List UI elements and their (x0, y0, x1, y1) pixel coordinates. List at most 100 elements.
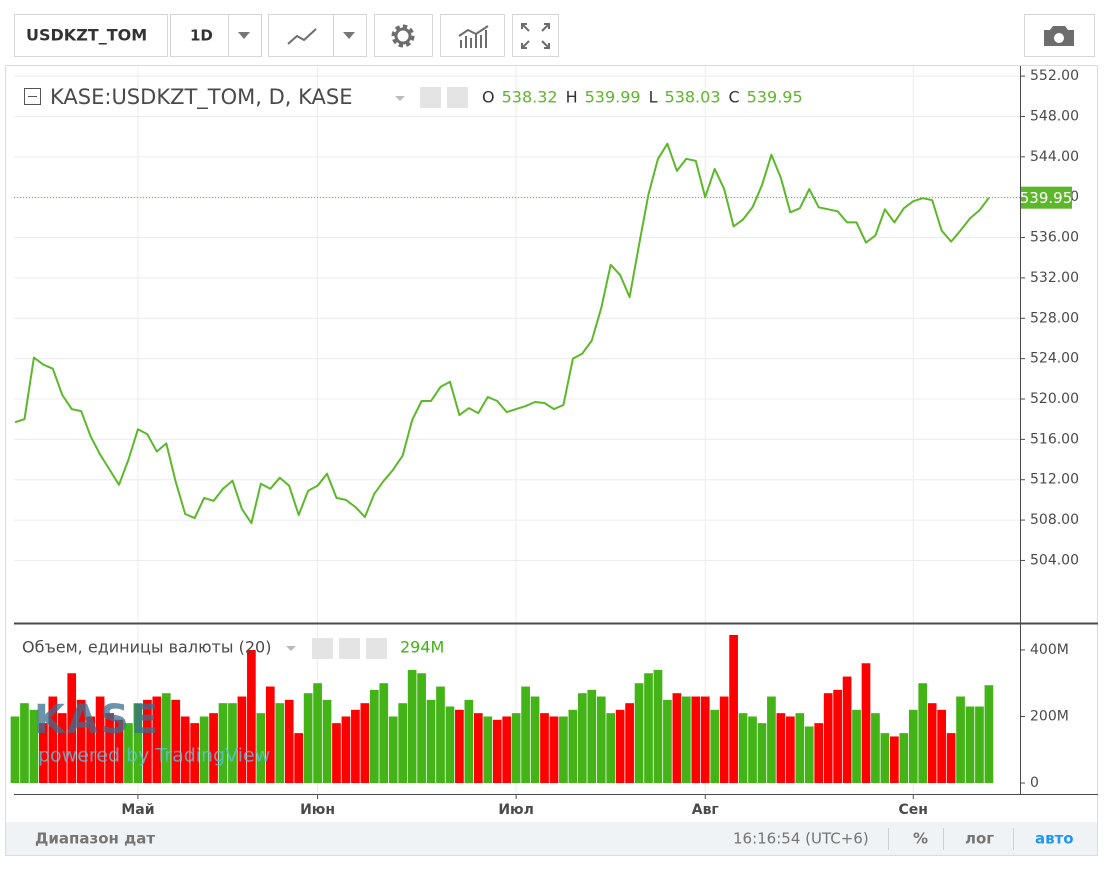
volume-bar (540, 713, 549, 784)
volume-bar (105, 713, 114, 784)
volume-bar (871, 713, 880, 784)
volume-bar (322, 699, 332, 784)
volume-bar (672, 693, 682, 784)
volume-bar (738, 713, 748, 784)
volume-bar (143, 699, 152, 784)
auto-button[interactable]: авто (1035, 830, 1074, 848)
dropdown-arrow (343, 32, 355, 39)
watermark-text: powered by TradingView (38, 745, 270, 767)
volume-bar (795, 713, 805, 784)
volume-bar (256, 713, 266, 784)
volume-bar (152, 696, 162, 784)
y2-tick-label: 200M (1030, 708, 1069, 724)
volume-bar (29, 709, 39, 784)
dropdown-arrow (286, 646, 296, 651)
volume-bar (663, 699, 672, 784)
y-tick-label: 548.00 (1030, 108, 1079, 124)
volume-bar (247, 649, 256, 784)
volume-bar (785, 716, 795, 784)
volume-bar (852, 709, 861, 784)
y2-tick-label: 0 (1030, 775, 1039, 791)
volume-bar (483, 716, 493, 784)
x-tick-label: Авг (692, 802, 719, 818)
ohlc-key: C (729, 88, 740, 107)
volume-bar (48, 696, 58, 784)
volume-bar (984, 685, 994, 784)
volume-bar (549, 716, 559, 784)
volume-bar (937, 709, 946, 784)
y-tick-label: 508.00 (1030, 512, 1079, 528)
eye-button[interactable] (420, 87, 441, 108)
volume-bar (284, 699, 294, 784)
gear-icon (391, 24, 415, 48)
y-tick-label: 528.00 (1030, 310, 1079, 326)
ohlc-value: 538.32 (502, 88, 558, 107)
date-range-button[interactable]: Диапазон дат (35, 830, 155, 848)
y2-tick-label: 400M (1030, 642, 1069, 658)
volume-bar (502, 716, 512, 784)
watermark-logo: KASE (34, 697, 160, 743)
volume-bar (275, 703, 285, 784)
settings-button[interactable] (339, 638, 360, 659)
volume-bar (10, 716, 20, 784)
volume-bar (587, 689, 597, 784)
volume-bar (606, 713, 616, 784)
eye-button[interactable] (312, 638, 333, 659)
ohlc-value: 539.95 (747, 88, 803, 107)
ohlc-value: 538.03 (665, 88, 721, 107)
line-icon (287, 28, 317, 45)
volume-bar (861, 663, 871, 784)
remove-button[interactable] (366, 638, 387, 659)
volume-bar (568, 709, 578, 784)
settings-button[interactable] (374, 14, 433, 57)
log-button[interactable]: лог (965, 830, 994, 848)
symbol-button[interactable] (14, 14, 168, 57)
volume-bar (218, 703, 228, 784)
volume-bar (445, 706, 455, 784)
volume-bar (511, 713, 521, 784)
volume-bar (417, 673, 426, 784)
y-tick-label: 544.00 (1030, 149, 1079, 165)
volume-bar (369, 689, 379, 784)
fullscreen-button[interactable] (512, 14, 559, 57)
camera-lens (1054, 33, 1064, 43)
volume-bar (180, 716, 190, 784)
volume-bar (644, 673, 653, 784)
volume-bar (710, 709, 720, 784)
volume-bar (823, 693, 833, 784)
volume-bar (596, 696, 606, 784)
volume-bar (426, 699, 436, 784)
volume-value: 294M (400, 638, 444, 657)
indicators-button[interactable] (440, 14, 505, 57)
interval-button[interactable] (170, 14, 262, 57)
volume-bar (436, 686, 445, 784)
volume-bar (360, 703, 370, 784)
gear-icon (394, 27, 412, 45)
volume-bar (559, 716, 568, 784)
percent-button[interactable]: % (913, 830, 928, 848)
x-tick-label: Сен (899, 802, 928, 818)
volume-bar (956, 696, 965, 784)
volume-bar (492, 719, 502, 784)
volume-bar (748, 716, 757, 784)
last-price-box (1020, 186, 1072, 209)
y-tick-label: 504.00 (1030, 552, 1079, 568)
y-tick-label: 536.00 (1030, 230, 1079, 246)
indicators-icon (458, 25, 489, 48)
volume-bar (975, 706, 984, 784)
toolbar: USDKZT_TOM 1D (14, 14, 1095, 57)
volume-bar (908, 709, 918, 784)
settings-button[interactable] (447, 87, 468, 108)
volume-bar (804, 726, 814, 784)
y-tick-label: 516.00 (1030, 431, 1079, 447)
volume-bar (890, 736, 899, 784)
last-price-label: 539.95 (1020, 189, 1073, 207)
volume-bar (965, 706, 975, 784)
volume-bar (814, 723, 824, 784)
volume-bar (190, 723, 200, 784)
volume-bar (379, 683, 389, 784)
volume-bar (124, 723, 133, 784)
volume-bar (294, 733, 304, 784)
volume-bar (199, 716, 209, 784)
